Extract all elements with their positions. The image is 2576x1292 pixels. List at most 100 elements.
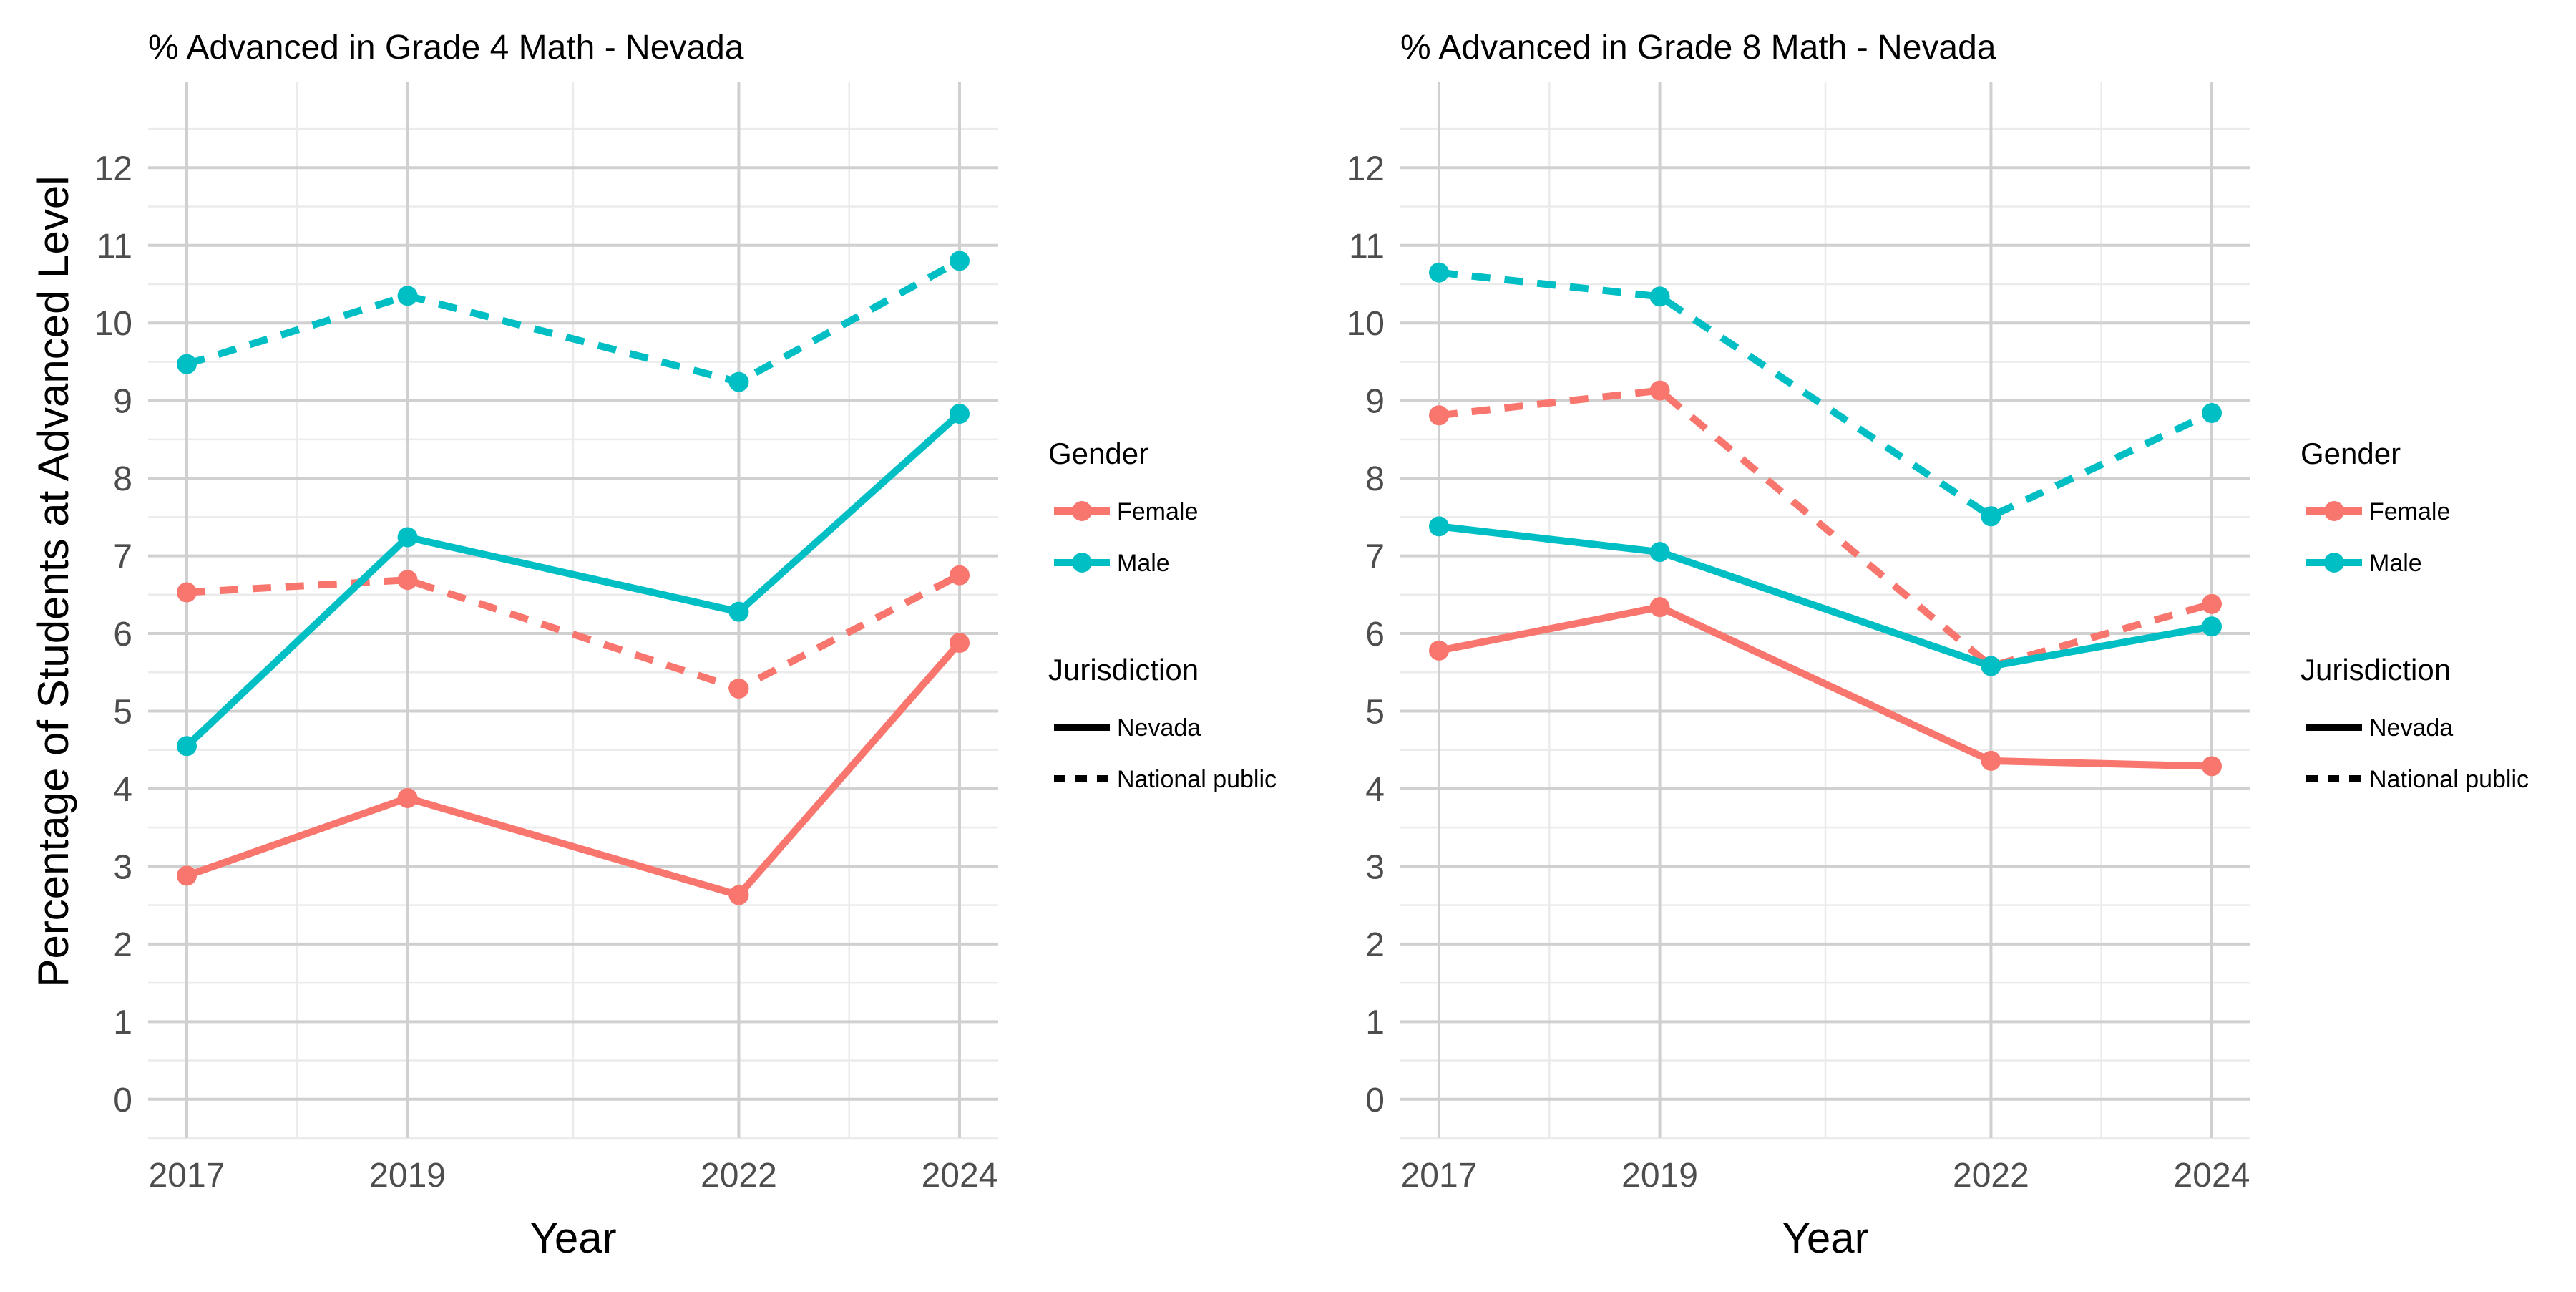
- legend-key-point: [1072, 501, 1092, 521]
- y-tick-label: 10: [94, 305, 132, 343]
- x-axis-title: Year: [1782, 1214, 1868, 1262]
- y-tick-label: 3: [113, 848, 132, 886]
- data-point-male: [728, 601, 749, 622]
- legend-title-gender: Gender: [1048, 437, 1148, 470]
- data-point-female: [1649, 380, 1670, 401]
- y-tick-label: 1: [113, 1004, 132, 1041]
- y-tick-label: 12: [1347, 150, 1385, 188]
- legend-label-male: Male: [1117, 550, 1170, 577]
- data-point-male: [1649, 286, 1670, 307]
- y-tick-label: 6: [113, 616, 132, 654]
- data-point-female: [950, 565, 970, 586]
- y-tick-label: 8: [113, 460, 132, 498]
- data-point-female: [1981, 750, 2001, 771]
- data-point-female: [950, 633, 970, 654]
- y-tick-label: 9: [113, 383, 132, 421]
- data-point-female: [1649, 597, 1670, 618]
- y-tick-label: 6: [1365, 616, 1385, 654]
- data-point-female: [177, 582, 197, 603]
- data-point-male: [1981, 656, 2001, 676]
- series-line-male-nevada: [184, 411, 962, 749]
- series-line-female-nevada: [1438, 603, 2212, 770]
- data-point-male: [1981, 506, 2001, 527]
- data-point-male: [397, 286, 418, 306]
- legend-key-point: [1072, 553, 1092, 573]
- x-tick-label: 2017: [1401, 1157, 1478, 1195]
- legend-key-point: [2324, 553, 2344, 573]
- legend-title-jurisdiction: Jurisdiction: [2301, 653, 2451, 686]
- data-point-female: [397, 787, 418, 808]
- legend-label-nevada: Nevada: [1117, 714, 1201, 742]
- data-point-female: [177, 865, 197, 886]
- data-point-female: [1429, 640, 1449, 661]
- data-point-female: [728, 885, 749, 905]
- legend-label-national-public: National public: [1117, 766, 1277, 793]
- data-point-female: [397, 570, 418, 591]
- legend-key-point: [2324, 501, 2344, 521]
- legend-label-female: Female: [2369, 498, 2450, 525]
- series-line-male-national-public: [185, 258, 962, 386]
- y-tick-label: 12: [94, 150, 132, 188]
- y-tick-label: 5: [113, 693, 132, 731]
- data-point-male: [950, 251, 970, 271]
- series-line-female-national-public: [1438, 387, 2213, 670]
- legend: Gender Female Male Jurisdiction Nevada Nation…: [1048, 437, 1277, 793]
- y-tick-label: 2: [1365, 926, 1385, 964]
- y-tick-label: 3: [1365, 848, 1385, 886]
- legend-title-gender: Gender: [2301, 437, 2401, 470]
- y-tick-label: 0: [1365, 1082, 1385, 1119]
- y-tick-label: 9: [1365, 383, 1385, 421]
- data-point-male: [1429, 516, 1449, 537]
- y-tick-label: 10: [1347, 305, 1385, 343]
- x-tick-label: 2017: [149, 1157, 225, 1195]
- y-tick-label: 7: [1365, 538, 1385, 576]
- y-tick-label: 11: [1349, 228, 1385, 266]
- y-tick-label: 2: [113, 926, 132, 964]
- series-line-male-national-public: [1438, 268, 2214, 520]
- data-point-male: [950, 404, 970, 424]
- legend: Gender Female Male Jurisdiction Nevada Nation…: [2301, 437, 2529, 793]
- data-point-female: [1429, 405, 1449, 426]
- y-tick-label: 0: [113, 1082, 132, 1119]
- y-tick-label: 4: [113, 771, 132, 809]
- data-point-female: [2202, 593, 2222, 614]
- x-tick-label: 2019: [1621, 1157, 1698, 1195]
- y-tick-label: 11: [97, 228, 132, 266]
- data-point-female: [728, 679, 749, 699]
- data-point-male: [1429, 262, 1449, 283]
- panel-title: % Advanced in Grade 8 Math - Nevada: [1400, 29, 1996, 67]
- x-tick-label: 2024: [2174, 1157, 2250, 1195]
- data-point-male: [177, 354, 197, 374]
- series-line-female-national-public: [186, 572, 962, 693]
- y-tick-label: 8: [1365, 460, 1385, 498]
- series-line-female-nevada: [185, 640, 962, 899]
- data-point-male: [397, 527, 418, 548]
- x-tick-label: 2022: [701, 1157, 777, 1195]
- data-point-male: [2202, 616, 2222, 637]
- data-point-male: [1649, 542, 1670, 563]
- y-axis-title: Percentage of Students at Advanced Level: [29, 175, 77, 987]
- x-tick-label: 2019: [369, 1157, 446, 1195]
- data-point-female: [2202, 756, 2222, 777]
- series-line-male-nevada: [1438, 523, 2212, 670]
- data-point-male: [2202, 403, 2222, 424]
- data-point-male: [728, 371, 749, 392]
- legend-title-jurisdiction: Jurisdiction: [1048, 653, 1199, 686]
- legend-label-male: Male: [2369, 550, 2422, 577]
- y-tick-label: 4: [1365, 771, 1385, 809]
- data-point-male: [177, 736, 197, 757]
- legend-label-female: Female: [1117, 498, 1198, 525]
- legend-label-national-public: National public: [2369, 766, 2529, 793]
- x-tick-label: 2022: [1953, 1157, 2029, 1195]
- y-tick-label: 7: [113, 538, 132, 576]
- panel-title: % Advanced in Grade 4 Math - Nevada: [148, 29, 744, 67]
- x-tick-label: 2024: [922, 1157, 998, 1195]
- x-axis-title: Year: [530, 1214, 616, 1262]
- legend-label-nevada: Nevada: [2369, 714, 2453, 742]
- y-tick-label: 1: [1365, 1004, 1385, 1041]
- y-tick-label: 5: [1365, 693, 1385, 731]
